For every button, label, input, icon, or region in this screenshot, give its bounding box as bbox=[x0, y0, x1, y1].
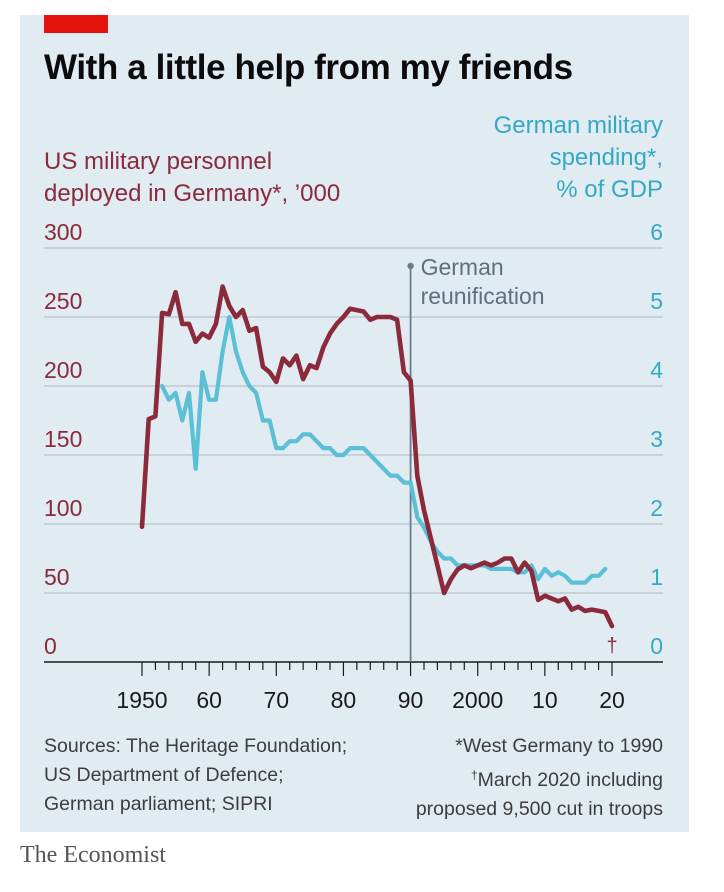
right-axis-title-line-2: spending*, bbox=[549, 144, 663, 171]
left-tick-label-150: 150 bbox=[44, 426, 82, 452]
x-tick-label-1950: 1950 bbox=[116, 687, 167, 713]
right-tick-label-6: 6 bbox=[650, 219, 663, 245]
left-tick-label-0: 0 bbox=[44, 633, 57, 659]
right-tick-label-3: 3 bbox=[650, 426, 663, 452]
x-tick-label-2000: 2000 bbox=[452, 687, 503, 713]
economist-logo-text: The Economist bbox=[20, 842, 166, 868]
footnote-3: proposed 9,500 cut in troops bbox=[415, 798, 663, 820]
footnote-dagger: † bbox=[470, 768, 478, 782]
source-line-2: US Department of Defence; bbox=[44, 764, 284, 786]
footnotes: *West Germany to 1990 †March 2020 includ… bbox=[416, 732, 663, 824]
x-tick-label-2010: 10 bbox=[532, 687, 558, 713]
left-tick-label-250: 250 bbox=[44, 288, 82, 314]
left-tick-label-200: 200 bbox=[44, 357, 82, 383]
left-tick-label-100: 100 bbox=[44, 495, 82, 521]
footnote-2-text: March 2020 including bbox=[477, 769, 663, 791]
source-line-1: Sources: The Heritage Foundation; bbox=[44, 735, 348, 757]
right-tick-label-5: 5 bbox=[650, 288, 663, 314]
right-tick-label-1: 1 bbox=[650, 564, 663, 590]
x-tick-label-1990: 90 bbox=[398, 687, 424, 713]
brand-red-tag bbox=[44, 15, 108, 33]
sources-note: Sources: The Heritage Foundation; US Dep… bbox=[44, 732, 347, 819]
right-tick-label-4: 4 bbox=[650, 357, 663, 383]
left-axis-title-line-2: deployed in Germany*, ’000 bbox=[44, 180, 341, 207]
right-tick-label-2: 2 bbox=[650, 495, 663, 521]
right-axis-title-line-1: German military bbox=[493, 112, 663, 139]
footnote-2: †March 2020 including bbox=[416, 761, 663, 795]
x-tick-label-1970: 70 bbox=[263, 687, 289, 713]
right-axis-title-line-3: % of GDP bbox=[556, 176, 663, 203]
left-axis-title-line-1: US military personnel bbox=[44, 148, 273, 175]
right-tick-label-0: 0 bbox=[650, 633, 663, 659]
left-axis-title: US military personnel deployed in German… bbox=[44, 146, 444, 210]
series-line-german-spending bbox=[160, 314, 608, 585]
right-axis-title: German military spending*, % of GDP bbox=[363, 110, 663, 206]
chart-title: With a little help from my friends bbox=[44, 48, 573, 87]
left-tick-label-50: 50 bbox=[44, 564, 70, 590]
footnote-1: *West Germany to 1990 bbox=[455, 735, 663, 757]
left-tick-label-300: 300 bbox=[44, 219, 82, 245]
reunification-label-line-2: reunification bbox=[421, 283, 545, 309]
x-tick-label-2020: 20 bbox=[599, 687, 625, 713]
x-tick-label-1960: 60 bbox=[196, 687, 222, 713]
dagger-mark: † bbox=[606, 635, 617, 657]
source-line-3: German parliament; SIPRI bbox=[44, 793, 273, 815]
reunification-marker bbox=[407, 262, 414, 270]
x-tick-label-1980: 80 bbox=[331, 687, 357, 713]
chart-panel bbox=[20, 15, 689, 832]
reunification-label-line-1: German bbox=[421, 254, 504, 280]
series-line-us-personnel bbox=[139, 284, 615, 629]
